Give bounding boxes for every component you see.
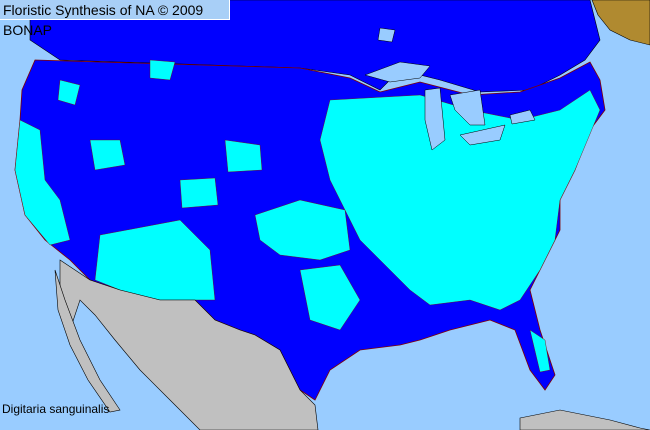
other-region	[591, 0, 650, 46]
cuba-region	[519, 409, 650, 430]
map-title: Floristic Synthesis of NA © 2009 BONAP	[0, 0, 230, 38]
mexico-region	[59, 259, 319, 430]
great-lakes	[364, 27, 536, 151]
canada-region	[29, 0, 601, 93]
county-presence-areas	[14, 59, 601, 373]
species-label: Digitaria sanguinalis	[2, 402, 110, 416]
baja-peninsula	[54, 269, 121, 413]
